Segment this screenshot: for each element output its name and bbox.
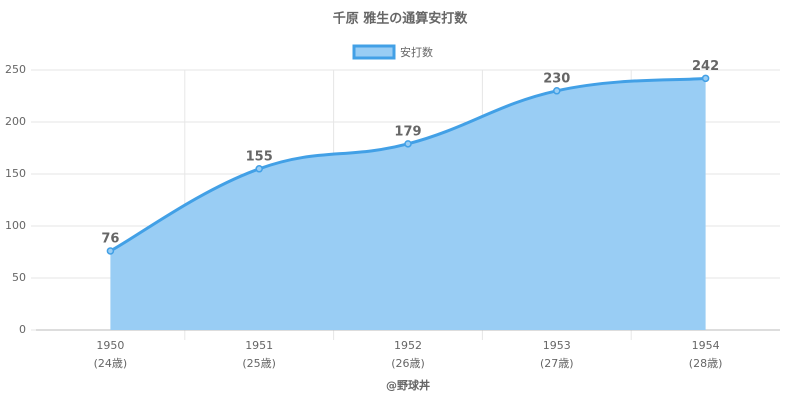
value-label: 230: [543, 71, 570, 86]
point: [553, 87, 561, 95]
x-tick-sublabel: (25歳): [242, 357, 276, 370]
y-tick-label: 0: [19, 323, 26, 336]
chart-title: 千原 雅生の通算安打数: [333, 11, 469, 27]
y-tick-label: 100: [5, 219, 26, 232]
x-tick-sublabel: (24歳): [94, 357, 128, 370]
y-tick-label: 200: [5, 115, 26, 128]
point: [106, 247, 115, 255]
x-tick-sublabel: (28歳): [689, 357, 723, 370]
x-tick-label: 1952: [394, 339, 422, 352]
point: [701, 74, 710, 83]
value-label: 155: [246, 149, 273, 164]
legend-swatch: [352, 44, 396, 60]
x-axis-label: @野球丼: [386, 378, 430, 392]
legend-label: 安打数: [400, 45, 433, 59]
x-tick-label: 1953: [543, 339, 571, 352]
value-label: 179: [394, 124, 421, 139]
point: [255, 165, 263, 173]
y-tick-label: 150: [5, 167, 26, 180]
x-tick-label: 1950: [96, 339, 124, 352]
y-tick-label: 50: [12, 271, 26, 284]
x-tick-sublabel: (27歳): [540, 357, 574, 370]
point: [404, 140, 412, 148]
y-tick-label: 250: [5, 63, 26, 76]
x-tick-sublabel: (26歳): [391, 357, 425, 370]
value-label: 76: [101, 231, 119, 246]
x-tick-label: 1954: [692, 339, 720, 352]
area-fill: [110, 78, 706, 330]
x-tick-label: 1951: [245, 339, 273, 352]
value-label: 242: [692, 59, 719, 74]
